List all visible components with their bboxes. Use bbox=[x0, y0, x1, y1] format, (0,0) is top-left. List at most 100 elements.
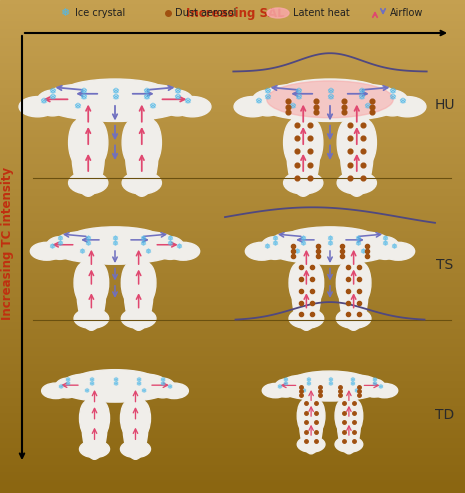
Ellipse shape bbox=[161, 90, 194, 116]
Bar bbox=[0, 426, 465, 429]
Bar bbox=[0, 10, 465, 12]
Ellipse shape bbox=[353, 263, 371, 303]
Bar bbox=[0, 404, 465, 407]
Bar bbox=[0, 229, 465, 232]
Bar bbox=[0, 210, 465, 212]
Text: ❅: ❅ bbox=[272, 234, 279, 243]
Bar bbox=[0, 394, 465, 397]
Ellipse shape bbox=[160, 383, 188, 398]
Ellipse shape bbox=[174, 97, 211, 117]
Bar bbox=[0, 357, 465, 360]
Ellipse shape bbox=[256, 85, 405, 121]
Bar bbox=[0, 141, 465, 143]
Ellipse shape bbox=[372, 384, 398, 398]
Text: TS: TS bbox=[436, 258, 454, 272]
Text: ❅: ❅ bbox=[382, 239, 389, 247]
Bar bbox=[0, 311, 465, 313]
Bar bbox=[0, 399, 465, 402]
Bar bbox=[0, 340, 465, 343]
Bar bbox=[0, 123, 465, 126]
Bar bbox=[0, 0, 465, 2]
Text: ❅: ❅ bbox=[79, 247, 86, 256]
Bar bbox=[0, 424, 465, 426]
Ellipse shape bbox=[123, 391, 148, 459]
Bar bbox=[0, 39, 465, 42]
Text: ❅: ❅ bbox=[326, 87, 334, 97]
Text: TD: TD bbox=[435, 408, 455, 422]
Bar bbox=[0, 197, 465, 200]
Text: Ice crystal: Ice crystal bbox=[75, 8, 125, 18]
Bar bbox=[0, 463, 465, 466]
Bar bbox=[0, 96, 465, 99]
Bar bbox=[0, 434, 465, 436]
Bar bbox=[0, 69, 465, 71]
Bar bbox=[0, 296, 465, 298]
Bar bbox=[0, 177, 465, 180]
Bar bbox=[0, 131, 465, 133]
Ellipse shape bbox=[48, 85, 107, 106]
Ellipse shape bbox=[46, 237, 74, 259]
Ellipse shape bbox=[292, 251, 321, 330]
Bar bbox=[0, 101, 465, 104]
Bar bbox=[0, 5, 465, 7]
Text: ❅: ❅ bbox=[112, 239, 119, 247]
Text: ❅: ❅ bbox=[142, 93, 150, 102]
Bar bbox=[0, 264, 465, 266]
Text: ❅: ❅ bbox=[378, 384, 384, 389]
Ellipse shape bbox=[336, 263, 353, 303]
Bar bbox=[0, 370, 465, 372]
Ellipse shape bbox=[135, 401, 151, 435]
Bar bbox=[0, 237, 465, 239]
Ellipse shape bbox=[126, 106, 158, 196]
Text: ❅: ❅ bbox=[283, 381, 289, 387]
Bar bbox=[0, 458, 465, 461]
Bar bbox=[0, 274, 465, 276]
Bar bbox=[0, 308, 465, 311]
Ellipse shape bbox=[363, 379, 385, 397]
Bar bbox=[0, 108, 465, 111]
Text: ❅: ❅ bbox=[390, 242, 397, 251]
Bar bbox=[0, 207, 465, 210]
Ellipse shape bbox=[74, 309, 109, 328]
Text: ❅: ❅ bbox=[388, 93, 397, 102]
Bar bbox=[0, 59, 465, 62]
Ellipse shape bbox=[251, 90, 284, 116]
Ellipse shape bbox=[42, 383, 70, 398]
Bar bbox=[0, 49, 465, 52]
Bar bbox=[0, 286, 465, 288]
Bar bbox=[0, 288, 465, 291]
Ellipse shape bbox=[69, 120, 88, 165]
Bar bbox=[0, 488, 465, 491]
Ellipse shape bbox=[263, 85, 323, 106]
Bar bbox=[0, 320, 465, 323]
Text: ❅: ❅ bbox=[305, 377, 311, 383]
Text: ❅: ❅ bbox=[166, 239, 173, 247]
Ellipse shape bbox=[120, 440, 151, 458]
Text: ❅: ❅ bbox=[299, 234, 306, 243]
Ellipse shape bbox=[122, 172, 161, 194]
Bar bbox=[0, 251, 465, 254]
Bar bbox=[0, 12, 465, 15]
Text: ❅: ❅ bbox=[300, 387, 306, 393]
Ellipse shape bbox=[340, 106, 373, 196]
Ellipse shape bbox=[121, 263, 139, 303]
Text: Dust aerosol: Dust aerosol bbox=[175, 8, 236, 18]
Ellipse shape bbox=[293, 371, 367, 389]
Ellipse shape bbox=[167, 242, 199, 260]
Text: ❅: ❅ bbox=[60, 8, 70, 18]
Bar bbox=[0, 491, 465, 493]
Ellipse shape bbox=[389, 97, 426, 117]
Ellipse shape bbox=[339, 251, 368, 330]
Ellipse shape bbox=[156, 237, 185, 259]
Bar bbox=[0, 195, 465, 197]
Text: ❅: ❅ bbox=[283, 377, 289, 383]
Bar bbox=[0, 163, 465, 165]
Bar bbox=[0, 84, 465, 86]
Ellipse shape bbox=[94, 401, 110, 435]
Text: ❅: ❅ bbox=[349, 377, 355, 383]
Text: ❅: ❅ bbox=[353, 387, 359, 393]
Bar bbox=[0, 261, 465, 264]
Bar bbox=[0, 377, 465, 380]
Bar bbox=[0, 279, 465, 281]
Text: ❅: ❅ bbox=[167, 384, 173, 389]
